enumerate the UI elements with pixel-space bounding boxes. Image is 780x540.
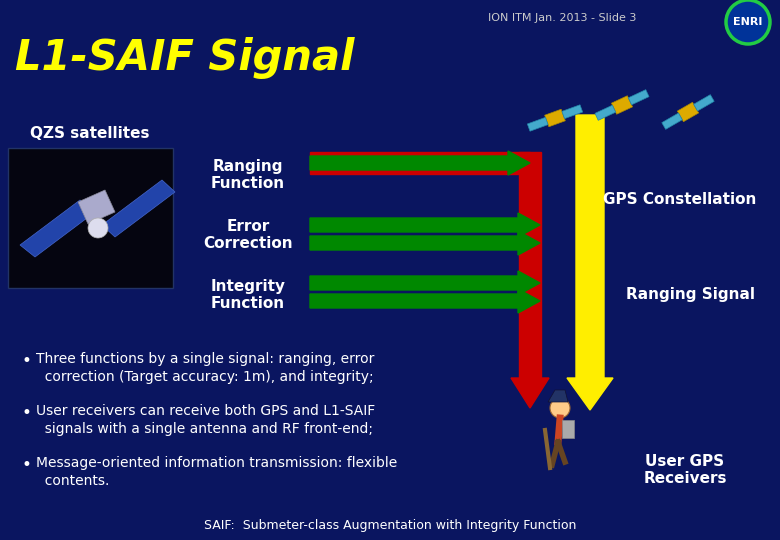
Polygon shape xyxy=(78,190,115,224)
Bar xyxy=(562,420,574,438)
Text: Three functions by a single signal: ranging, error
  correction (Target accuracy: Three functions by a single signal: rang… xyxy=(36,352,374,384)
Polygon shape xyxy=(20,200,95,257)
FancyArrow shape xyxy=(310,231,540,255)
Text: User GPS
Receivers: User GPS Receivers xyxy=(644,454,727,486)
Polygon shape xyxy=(548,390,568,402)
Polygon shape xyxy=(562,105,583,119)
Polygon shape xyxy=(595,105,615,120)
Bar xyxy=(310,152,530,174)
Polygon shape xyxy=(693,94,714,111)
Text: Ranging
Function: Ranging Function xyxy=(211,159,285,191)
FancyArrow shape xyxy=(310,289,540,313)
Text: ION ITM Jan. 2013 - Slide 3: ION ITM Jan. 2013 - Slide 3 xyxy=(488,13,636,23)
Circle shape xyxy=(550,398,570,418)
Text: Error
Correction: Error Correction xyxy=(203,219,292,251)
Text: Ranging Signal: Ranging Signal xyxy=(626,287,754,302)
Text: QZS satellites: QZS satellites xyxy=(30,125,150,140)
FancyArrow shape xyxy=(567,115,613,410)
Circle shape xyxy=(88,218,108,238)
Text: •: • xyxy=(22,456,32,474)
Text: L1-SAIF Signal: L1-SAIF Signal xyxy=(15,37,354,79)
Polygon shape xyxy=(677,102,699,122)
FancyArrow shape xyxy=(310,151,530,175)
Polygon shape xyxy=(661,113,682,130)
Text: GPS Constellation: GPS Constellation xyxy=(603,192,757,207)
Bar xyxy=(8,148,173,288)
Bar xyxy=(519,152,541,380)
Circle shape xyxy=(726,0,770,44)
Text: SAIF:  Submeter-class Augmentation with Integrity Function: SAIF: Submeter-class Augmentation with I… xyxy=(204,518,576,531)
Text: ENRI: ENRI xyxy=(733,17,763,27)
FancyArrow shape xyxy=(511,378,549,408)
Text: •: • xyxy=(22,404,32,422)
Polygon shape xyxy=(544,109,566,127)
Polygon shape xyxy=(612,96,633,114)
Text: Message-oriented information transmission: flexible
  contents.: Message-oriented information transmissio… xyxy=(36,456,397,488)
Polygon shape xyxy=(102,180,175,237)
Polygon shape xyxy=(527,117,548,131)
FancyArrow shape xyxy=(310,271,540,295)
Text: User receivers can receive both GPS and L1-SAIF
  signals with a single antenna : User receivers can receive both GPS and … xyxy=(36,404,375,436)
Text: •: • xyxy=(22,352,32,370)
FancyArrow shape xyxy=(310,213,540,237)
Text: Integrity
Function: Integrity Function xyxy=(211,279,285,311)
Polygon shape xyxy=(629,90,649,105)
